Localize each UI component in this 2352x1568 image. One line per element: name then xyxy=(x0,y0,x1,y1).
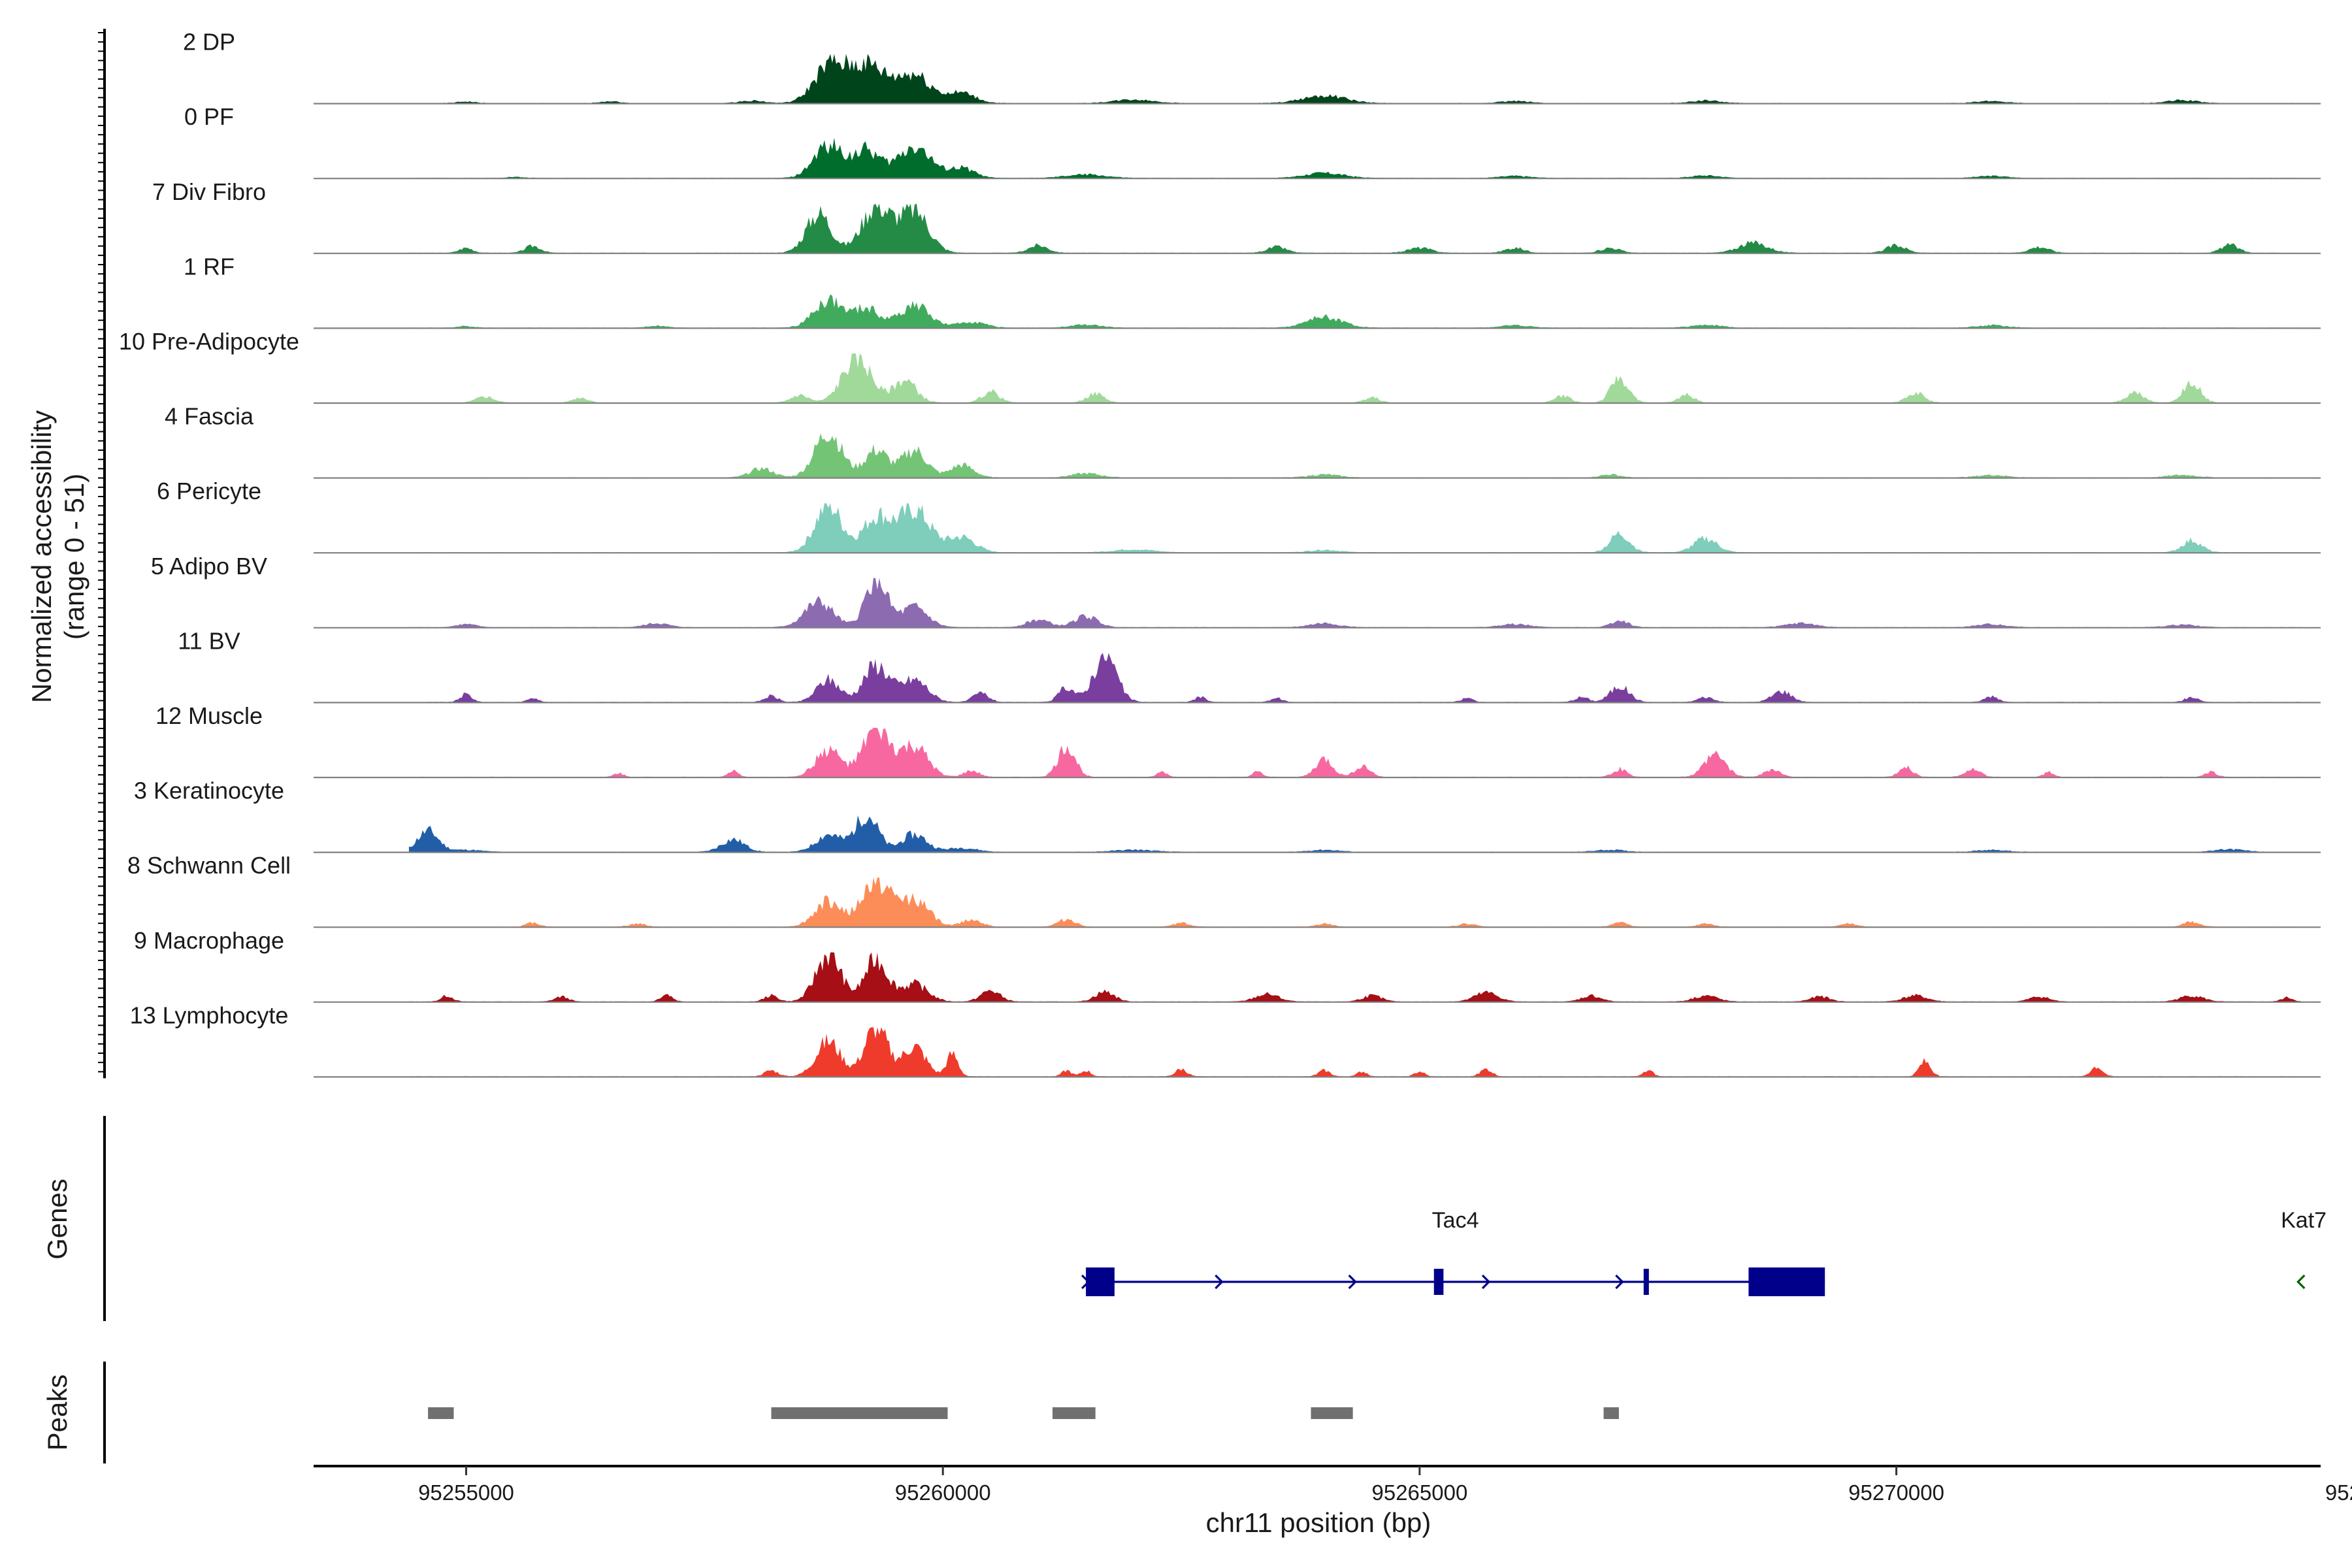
x-tick-label: 95270000 xyxy=(1848,1480,1944,1505)
coverage-area xyxy=(408,815,2302,853)
peak-region xyxy=(1311,1407,1353,1419)
track-label: 4 Fascia xyxy=(165,403,254,430)
track-label: 8 Schwann Cell xyxy=(127,852,291,879)
coverage-area xyxy=(408,353,2302,403)
peak-region xyxy=(771,1407,948,1419)
track-2: 0 PF xyxy=(184,103,2321,180)
track-label: 5 Adipo BV xyxy=(151,553,267,580)
gene-label: Kat7 xyxy=(2281,1208,2327,1233)
track-label: 7 Div Fibro xyxy=(152,178,266,205)
coverage-area xyxy=(408,653,2302,703)
gene-tac4: Tac4 xyxy=(1081,1208,1825,1296)
coverage-area xyxy=(408,433,2302,478)
coverage-area xyxy=(408,294,2302,329)
x-tick-label: 95265000 xyxy=(1371,1480,1467,1505)
genes-track: Genes Tac4 Kat7 xyxy=(42,1116,2327,1321)
track-10: 12 Muscle xyxy=(155,702,2321,779)
peaks-track: Peaks xyxy=(42,1362,1619,1463)
track-label: 3 Keratinocyte xyxy=(134,777,284,804)
x-axis-label: chr11 position (bp) xyxy=(1206,1507,1431,1538)
track-label: 1 RF xyxy=(184,253,235,280)
track-14: 13 Lymphocyte xyxy=(130,1002,2321,1078)
y-axis-range-label: (range 0 - 51) xyxy=(59,474,90,640)
track-1: 2 DP xyxy=(183,29,2321,105)
coverage-area xyxy=(408,1027,2302,1077)
track-label: 2 DP xyxy=(183,29,235,56)
exon xyxy=(1748,1267,1825,1296)
coverage-area xyxy=(408,578,2302,628)
x-tick-label: 95260000 xyxy=(895,1480,991,1505)
strand-arrow xyxy=(1348,1274,1357,1290)
strand-arrow xyxy=(1481,1274,1491,1290)
track-label: 12 Muscle xyxy=(155,702,263,729)
coverage-area xyxy=(408,503,2302,553)
track-label: 11 BV xyxy=(178,627,240,654)
track-label: 0 PF xyxy=(184,103,234,130)
track-8: 5 Adipo BV xyxy=(151,553,2321,629)
track-9: 11 BV xyxy=(178,627,2321,704)
track-13: 9 Macrophage xyxy=(134,927,2321,1003)
peak-region xyxy=(1603,1407,1619,1419)
track-label: 9 Macrophage xyxy=(134,927,284,954)
track-5: 10 Pre-Adipocyte xyxy=(119,328,2321,404)
coverage-area xyxy=(408,137,2302,179)
track-3: 7 Div Fibro xyxy=(152,178,2321,254)
y-axis-label: Normalized accessibility xyxy=(26,410,57,703)
x-axis: chr11 position (bp) 95255000 95260000 9526… xyxy=(314,1465,2352,1538)
exon xyxy=(1433,1269,1444,1295)
track-label: 10 Pre-Adipocyte xyxy=(119,328,299,355)
track-12: 8 Schwann Cell xyxy=(127,852,2321,928)
coverage-area xyxy=(408,877,2302,928)
strand-arrow xyxy=(2296,1274,2306,1290)
coverage-area xyxy=(408,952,2302,1002)
coverage-area xyxy=(408,728,2302,777)
gene-kat7: Kat7 xyxy=(2281,1208,2327,1290)
peaks-track-label: Peaks xyxy=(42,1375,73,1451)
accessibility-tracks: 2 DP 0 PF 7 Div Fibro 1 RF 10 Pre-Adipocyte 4… xyxy=(119,29,2321,1078)
coverage-area xyxy=(408,54,2302,104)
strand-arrow xyxy=(1215,1274,1224,1290)
exon xyxy=(1643,1269,1649,1295)
track-label: 13 Lymphocyte xyxy=(130,1002,289,1028)
genes-track-label: Genes xyxy=(42,1179,73,1260)
exon xyxy=(1086,1267,1115,1296)
track-label: 6 Pericyte xyxy=(157,478,261,504)
track-7: 6 Pericyte xyxy=(157,478,2321,554)
track-6: 4 Fascia xyxy=(165,403,2321,479)
peak-region xyxy=(1053,1407,1096,1419)
coverage-area xyxy=(408,203,2302,253)
x-tick-label: 95275000 xyxy=(2325,1480,2352,1505)
gene-label: Tac4 xyxy=(1432,1208,1479,1233)
track-11: 3 Keratinocyte xyxy=(134,777,2321,853)
strand-arrow xyxy=(1615,1274,1624,1290)
track-4: 1 RF xyxy=(184,253,2321,329)
y-axis: Normalized accessibility (range 0 - 51) xyxy=(26,29,106,1079)
peak-region xyxy=(428,1407,454,1419)
x-tick-label: 95255000 xyxy=(418,1480,514,1505)
